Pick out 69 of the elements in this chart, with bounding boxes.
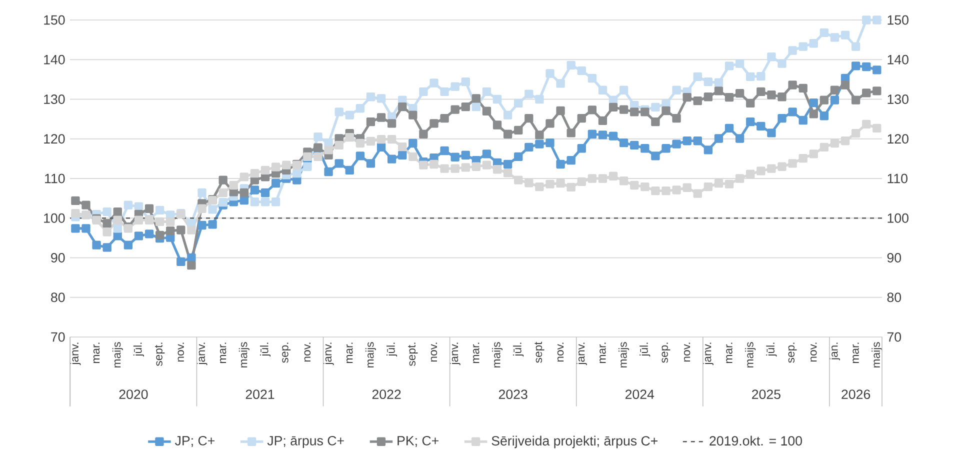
y-tick-label: 140: [44, 54, 65, 64]
y-tick-label: 70: [51, 332, 65, 342]
y2-tick-label: 70: [887, 332, 902, 342]
x-tick-label: maijs: [238, 342, 250, 368]
x-tick-label: mar.: [473, 342, 480, 363]
x-tick-label: nov.: [304, 342, 311, 362]
legend-label: PK; C+: [398, 436, 438, 447]
x-tick-label: nov.: [684, 342, 690, 362]
x-tick-label: mar.: [726, 342, 732, 363]
y-tick-label: 130: [44, 94, 65, 104]
x-tick-label: maijs: [745, 342, 756, 368]
text: 2021: [246, 390, 274, 400]
x-tick-label: maijs: [112, 342, 123, 368]
text: 2022: [372, 390, 401, 400]
x-tick-label: mar.: [93, 342, 100, 363]
x-tick-label: jūl.: [133, 342, 144, 356]
x-tick-label: jūl.: [640, 342, 650, 356]
x-tick-label: maijs: [872, 342, 882, 368]
x-tick-label: janv.: [702, 342, 714, 366]
y2-tick-label: 120: [888, 134, 908, 144]
x-tick-label: mar.: [220, 342, 226, 363]
legend-label: JP; ārpus C+: [267, 436, 344, 448]
x-tick-label: maijs: [618, 342, 630, 368]
x-tick-label: janv.: [196, 342, 208, 366]
x-tick-label: mar.: [852, 342, 859, 363]
x-tick-label: jūl.: [766, 342, 777, 356]
x-tick-label: nov.: [178, 342, 184, 362]
x-tick-label: jan.: [829, 342, 840, 360]
y-tick-label: 100: [44, 213, 65, 223]
x-tick-label: maijs: [492, 342, 503, 368]
x-tick-label: maijs: [365, 342, 376, 368]
text: 2026: [842, 390, 870, 400]
x-tick-label: sept.: [408, 342, 418, 366]
x-tick-label: janv.: [576, 342, 587, 366]
y-tick-label: 120: [44, 134, 65, 144]
y2-tick-label: 110: [888, 174, 908, 184]
text: 2025: [752, 390, 780, 400]
legend-label: Sērijveida projekti; ārpus C+: [492, 436, 658, 448]
x-tick-label: jūl.: [513, 342, 524, 356]
x-tick-label: jūl.: [386, 342, 398, 356]
y-tick-label: 80: [51, 292, 65, 302]
y-tick-label: 90: [51, 253, 65, 262]
x-tick-label: mar.: [346, 342, 353, 363]
y-tick-label: 150: [44, 15, 65, 25]
x-tick-label: nov.: [430, 342, 438, 362]
text: 2020: [119, 390, 148, 400]
x-tick-label: sep.: [282, 342, 291, 363]
x-tick-label: mar.: [600, 342, 606, 363]
y-tick-label: 110: [45, 174, 65, 184]
y2-tick-label: 90: [887, 253, 902, 262]
y2-tick-label: 130: [888, 94, 908, 104]
x-tick-label: janv.: [70, 342, 81, 366]
text: 2024: [625, 390, 654, 400]
x-tick-label: jūl.: [260, 342, 271, 356]
x-tick-label: sep.: [662, 342, 670, 363]
x-tick-label: nov.: [810, 342, 817, 362]
x-tick-label: sept.: [154, 342, 165, 366]
x-tick-label: sep.: [788, 342, 797, 363]
text: 2023: [498, 390, 528, 400]
x-tick-label: sept: [534, 342, 544, 363]
y2-tick-label: 80: [887, 292, 902, 302]
x-tick-label: janv.: [323, 342, 334, 366]
legend-label: 2019.okt. = 100: [710, 436, 802, 446]
x-tick-label: janv.: [450, 342, 460, 366]
y2-tick-label: 100: [888, 213, 908, 223]
y2-tick-label: 140: [888, 54, 908, 64]
y2-tick-label: 150: [888, 15, 908, 25]
x-tick-label: nov.: [557, 342, 564, 362]
legend-label: JP; C+: [174, 436, 214, 447]
